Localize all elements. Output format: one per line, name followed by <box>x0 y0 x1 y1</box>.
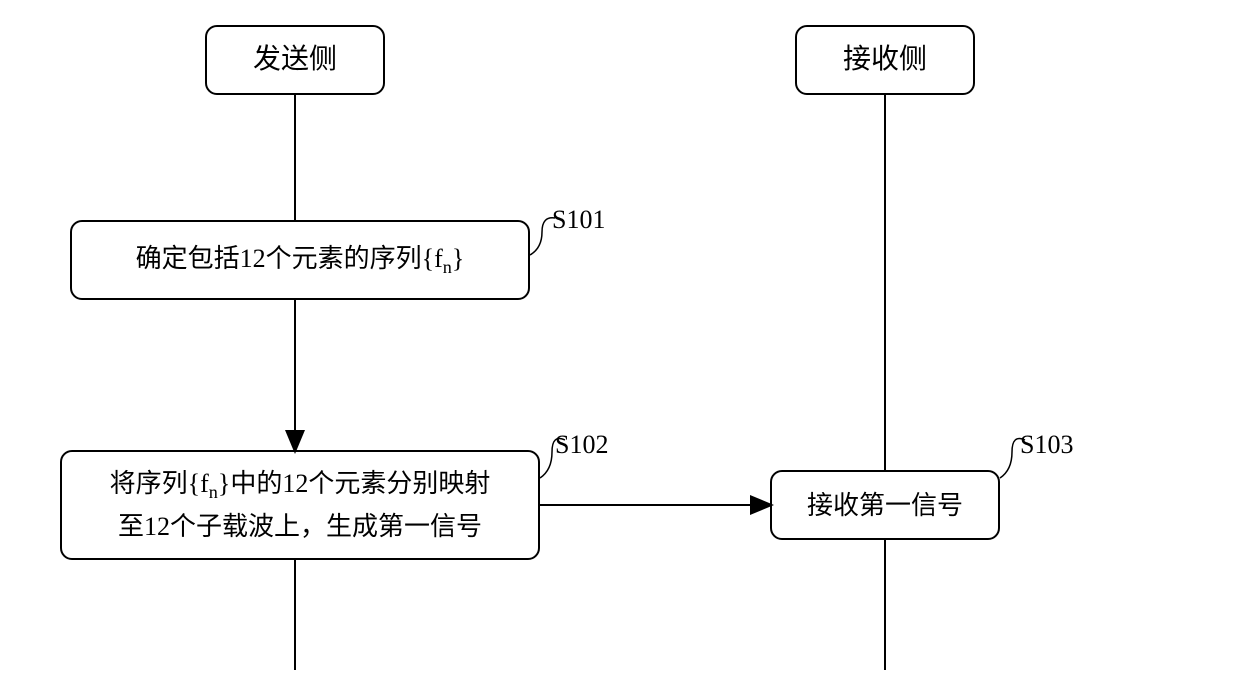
curve-s101-label <box>530 218 555 255</box>
connectors <box>0 0 1240 694</box>
curve-s103-label <box>1000 439 1025 479</box>
curve-s102-label <box>540 439 565 479</box>
